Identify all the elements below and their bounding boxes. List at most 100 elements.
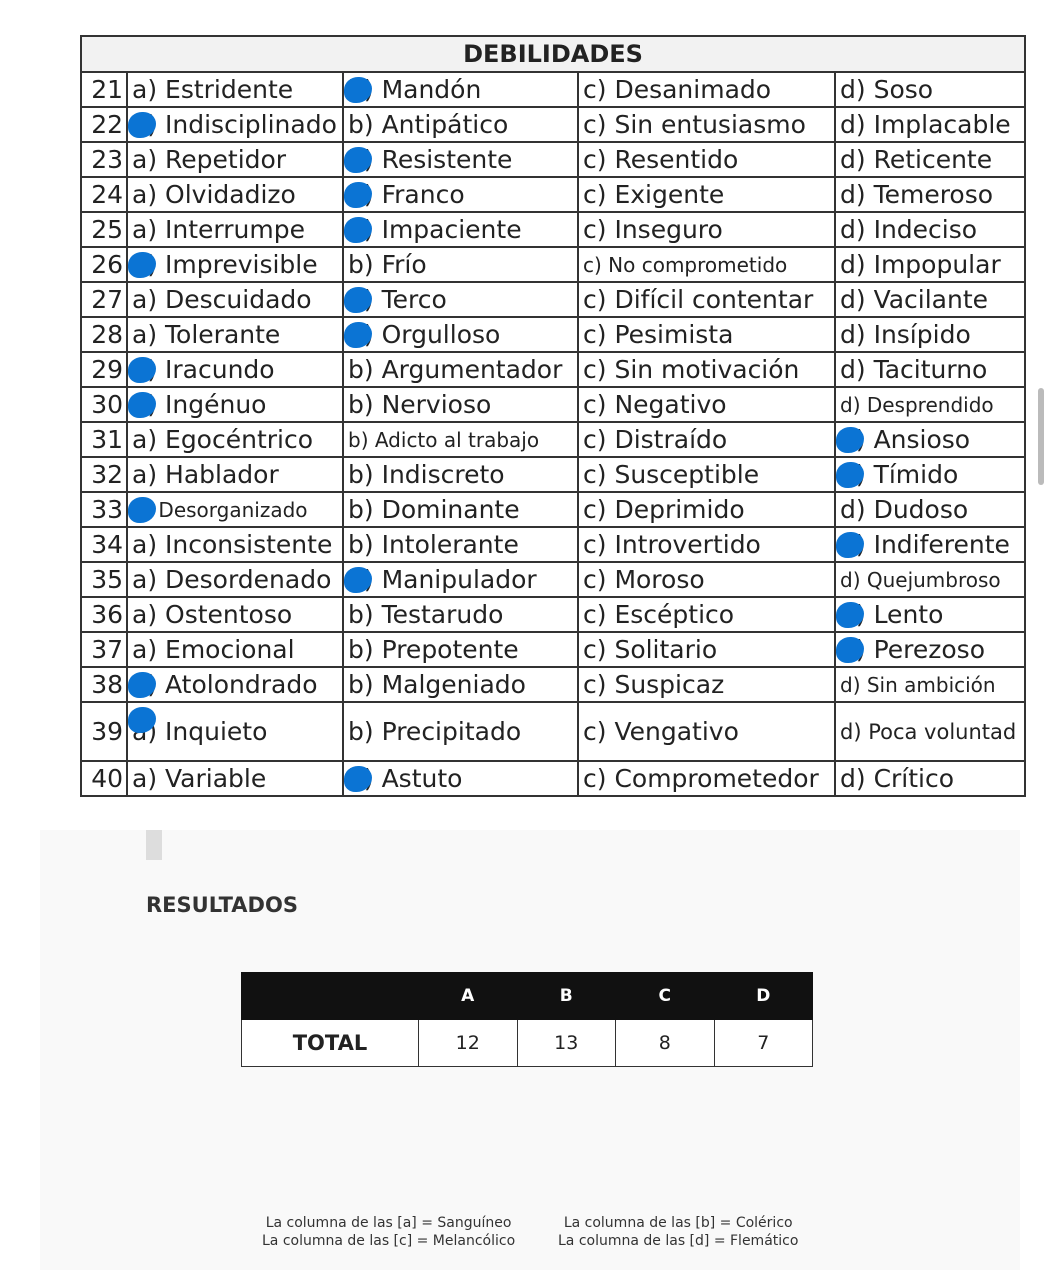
legend-b: La columna de las [b] = Colérico bbox=[563, 1215, 793, 1231]
option-a[interactable]: a) Desorganizado bbox=[126, 491, 344, 528]
selection-mark bbox=[345, 287, 372, 313]
option-d[interactable]: d) Sin ambición bbox=[833, 666, 1027, 703]
option-b[interactable]: b) Prepotente bbox=[342, 631, 579, 668]
option-c[interactable]: c) Inseguro bbox=[577, 211, 836, 248]
option-a[interactable]: a) Descuidado bbox=[126, 281, 344, 318]
results-table: A B C D TOTAL 12 13 8 7 bbox=[241, 972, 813, 1067]
option-label: c) Deprimido bbox=[583, 494, 745, 524]
option-c[interactable]: c) Pesimista bbox=[577, 316, 836, 353]
option-b[interactable]: b) Nervioso bbox=[342, 386, 579, 423]
option-a[interactable]: a) Atolondrado bbox=[126, 666, 344, 703]
option-b[interactable]: b) Astuto bbox=[342, 760, 579, 797]
option-a[interactable]: a) Indisciplinado bbox=[126, 106, 344, 143]
option-d[interactable]: d) Quejumbroso bbox=[833, 561, 1027, 598]
option-a[interactable]: a) Tolerante bbox=[126, 316, 344, 353]
option-a[interactable]: a) Desordenado bbox=[126, 561, 344, 598]
option-d[interactable]: d) Crítico bbox=[833, 760, 1027, 797]
item-number: 33 bbox=[80, 491, 128, 528]
option-b[interactable]: b) Orgulloso bbox=[342, 316, 579, 353]
option-b[interactable]: b) Precipitado bbox=[342, 701, 579, 762]
table-row: 40 a) Variable b) Astuto c) Comprometedor d)… bbox=[80, 760, 1027, 797]
option-d[interactable]: d) Tímido bbox=[833, 456, 1027, 493]
option-b[interactable]: b) Frío bbox=[342, 246, 579, 283]
option-a[interactable]: a) Ingénuo bbox=[126, 386, 344, 423]
option-b[interactable]: b) Manipulador bbox=[342, 561, 579, 598]
item-number: 31 bbox=[80, 421, 128, 458]
option-c[interactable]: c) Introvertido bbox=[577, 526, 836, 563]
option-d[interactable]: d) Ansioso bbox=[833, 421, 1027, 458]
option-c[interactable]: c) Deprimido bbox=[577, 491, 836, 528]
option-c[interactable]: c) Solitario bbox=[577, 631, 836, 668]
option-c[interactable]: c) Distraído bbox=[577, 421, 836, 458]
option-c[interactable]: c) Sin entusiasmo bbox=[577, 106, 836, 143]
option-a[interactable]: a) Inquieto bbox=[126, 701, 344, 762]
option-c[interactable]: c) Vengativo bbox=[577, 701, 836, 762]
option-a[interactable]: a) Estridente bbox=[126, 71, 344, 108]
option-a[interactable]: a) Ostentoso bbox=[126, 596, 344, 633]
option-d[interactable]: d) Lento bbox=[833, 596, 1027, 633]
option-b[interactable]: b) Mandón bbox=[342, 71, 579, 108]
option-d[interactable]: d) Indiferente bbox=[833, 526, 1027, 563]
option-b[interactable]: b) Malgeniado bbox=[342, 666, 579, 703]
option-b[interactable]: b) Resistente bbox=[342, 141, 579, 178]
option-b[interactable]: b) Testarudo bbox=[342, 596, 579, 633]
option-d[interactable]: d) Soso bbox=[833, 71, 1027, 108]
option-a[interactable]: a) Hablador bbox=[126, 456, 344, 493]
option-a[interactable]: a) Emocional bbox=[126, 631, 344, 668]
option-b[interactable]: b) Intolerante bbox=[342, 526, 579, 563]
option-c[interactable]: c) Escéptico bbox=[577, 596, 836, 633]
option-b[interactable]: b) Terco bbox=[342, 281, 579, 318]
legend-d: La columna de las [d] = Flemático bbox=[558, 1233, 799, 1249]
option-b[interactable]: b) Antipático bbox=[342, 106, 579, 143]
selection-mark bbox=[129, 252, 156, 278]
option-d[interactable]: d) Implacable bbox=[833, 106, 1027, 143]
option-c[interactable]: c) Resentido bbox=[577, 141, 836, 178]
option-c[interactable]: c) Difícil contentar bbox=[577, 281, 836, 318]
option-c[interactable]: c) Sin motivación bbox=[577, 351, 836, 388]
option-c[interactable]: c) Comprometedor bbox=[577, 760, 836, 797]
option-label: b) Impaciente bbox=[348, 214, 522, 244]
option-d[interactable]: d) Temeroso bbox=[833, 176, 1027, 213]
table-row: 32 a) Hablador b) Indiscreto c) Susceptible… bbox=[80, 456, 1027, 493]
scrollbar[interactable] bbox=[1038, 388, 1044, 485]
option-b[interactable]: b) Impaciente bbox=[342, 211, 579, 248]
option-c[interactable]: c) Susceptible bbox=[577, 456, 836, 493]
item-number: 37 bbox=[80, 631, 128, 668]
option-label: d) Dudoso bbox=[840, 494, 969, 524]
option-c[interactable]: c) No comprometido bbox=[577, 246, 836, 283]
selection-mark bbox=[129, 707, 156, 733]
option-label: c) Inseguro bbox=[583, 214, 723, 244]
option-label: c) Negativo bbox=[583, 389, 727, 419]
option-label: b) Frío bbox=[348, 249, 427, 279]
option-d[interactable]: d) Desprendido bbox=[833, 386, 1027, 423]
option-b[interactable]: b) Franco bbox=[342, 176, 579, 213]
option-c[interactable]: c) Desanimado bbox=[577, 71, 836, 108]
option-a[interactable]: a) Olvidadizo bbox=[126, 176, 344, 213]
option-d[interactable]: d) Taciturno bbox=[833, 351, 1027, 388]
option-c[interactable]: c) Moroso bbox=[577, 561, 836, 598]
option-a[interactable]: a) Imprevisible bbox=[126, 246, 344, 283]
option-c[interactable]: c) Exigente bbox=[577, 176, 836, 213]
option-a[interactable]: a) Egocéntrico bbox=[126, 421, 344, 458]
option-d[interactable]: d) Impopular bbox=[833, 246, 1027, 283]
option-d[interactable]: d) Insípido bbox=[833, 316, 1027, 353]
option-a[interactable]: a) Variable bbox=[126, 760, 344, 797]
option-d[interactable]: d) Poca voluntad bbox=[833, 701, 1027, 762]
option-b[interactable]: b) Argumentador bbox=[342, 351, 579, 388]
option-label: d) Sin ambición bbox=[840, 672, 996, 697]
option-a[interactable]: a) Inconsistente bbox=[126, 526, 344, 563]
option-a[interactable]: a) Iracundo bbox=[126, 351, 344, 388]
option-a[interactable]: a) Repetidor bbox=[126, 141, 344, 178]
option-b[interactable]: b) Dominante bbox=[342, 491, 579, 528]
option-c[interactable]: c) Suspicaz bbox=[577, 666, 836, 703]
option-b[interactable]: b) Indiscreto bbox=[342, 456, 579, 493]
option-d[interactable]: d) Perezoso bbox=[833, 631, 1027, 668]
option-d[interactable]: d) Dudoso bbox=[833, 491, 1027, 528]
option-d[interactable]: d) Vacilante bbox=[833, 281, 1027, 318]
option-b[interactable]: b) Adicto al trabajo bbox=[342, 421, 579, 458]
option-d[interactable]: d) Reticente bbox=[833, 141, 1027, 178]
option-label: a) Inconsistente bbox=[132, 529, 333, 559]
option-a[interactable]: a) Interrumpe bbox=[126, 211, 344, 248]
option-d[interactable]: d) Indeciso bbox=[833, 211, 1027, 248]
option-c[interactable]: c) Negativo bbox=[577, 386, 836, 423]
